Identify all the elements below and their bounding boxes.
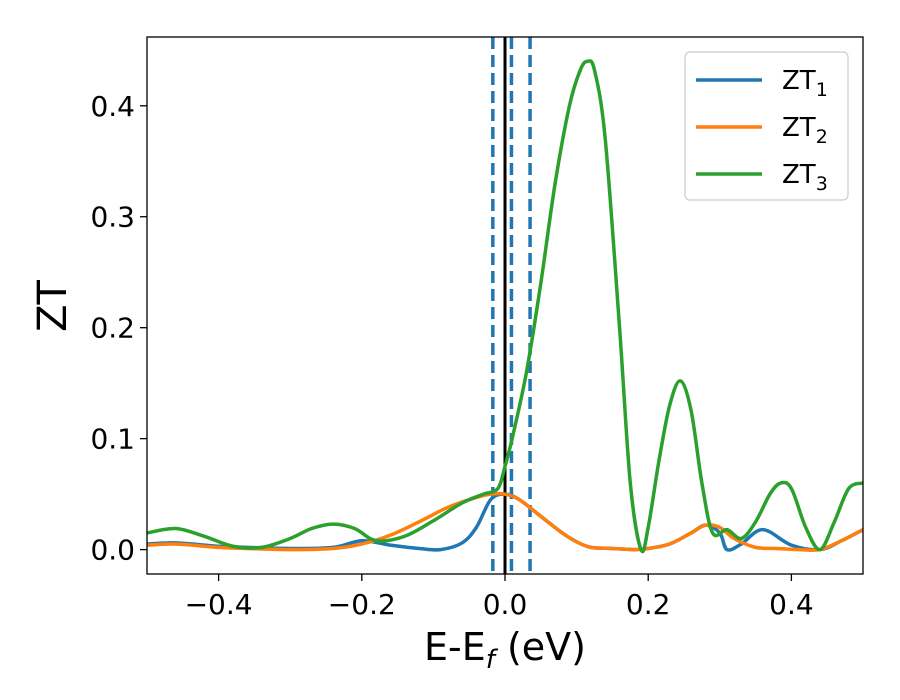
legend-box — [684, 51, 849, 201]
y-tick-label: 0.1 — [90, 423, 135, 456]
x-axis: −0.4 −0.2 0.0 0.2 0.4 — [185, 574, 814, 621]
legend: ZT1 ZT2 ZT3 — [684, 51, 849, 201]
series-layer — [147, 59, 863, 554]
legend-entry-label: ZT2 — [782, 113, 828, 148]
x-axis-label: E-Ef (eV) — [424, 625, 586, 675]
y-axis-label: ZT — [30, 280, 76, 332]
x-tick-label: 0.4 — [769, 588, 814, 621]
y-tick-label: 0.2 — [90, 312, 135, 345]
y-tick-label: 0.3 — [90, 201, 135, 234]
legend-entry-label: ZT3 — [782, 160, 828, 195]
series-line-zt2 — [147, 491, 863, 553]
y-tick-label: 0.0 — [90, 534, 135, 567]
x-tick-label: −0.4 — [185, 588, 253, 621]
y-axis: 0.0 0.1 0.2 0.3 0.4 — [90, 90, 147, 567]
legend-entry-label: ZT1 — [782, 66, 828, 101]
y-tick-label: 0.4 — [90, 90, 135, 123]
x-tick-label: −0.2 — [328, 588, 396, 621]
series-line-zt3 — [147, 59, 863, 554]
x-tick-label: 0.2 — [626, 588, 671, 621]
vertical-markers — [491, 37, 532, 574]
x-tick-label: 0.0 — [483, 588, 528, 621]
